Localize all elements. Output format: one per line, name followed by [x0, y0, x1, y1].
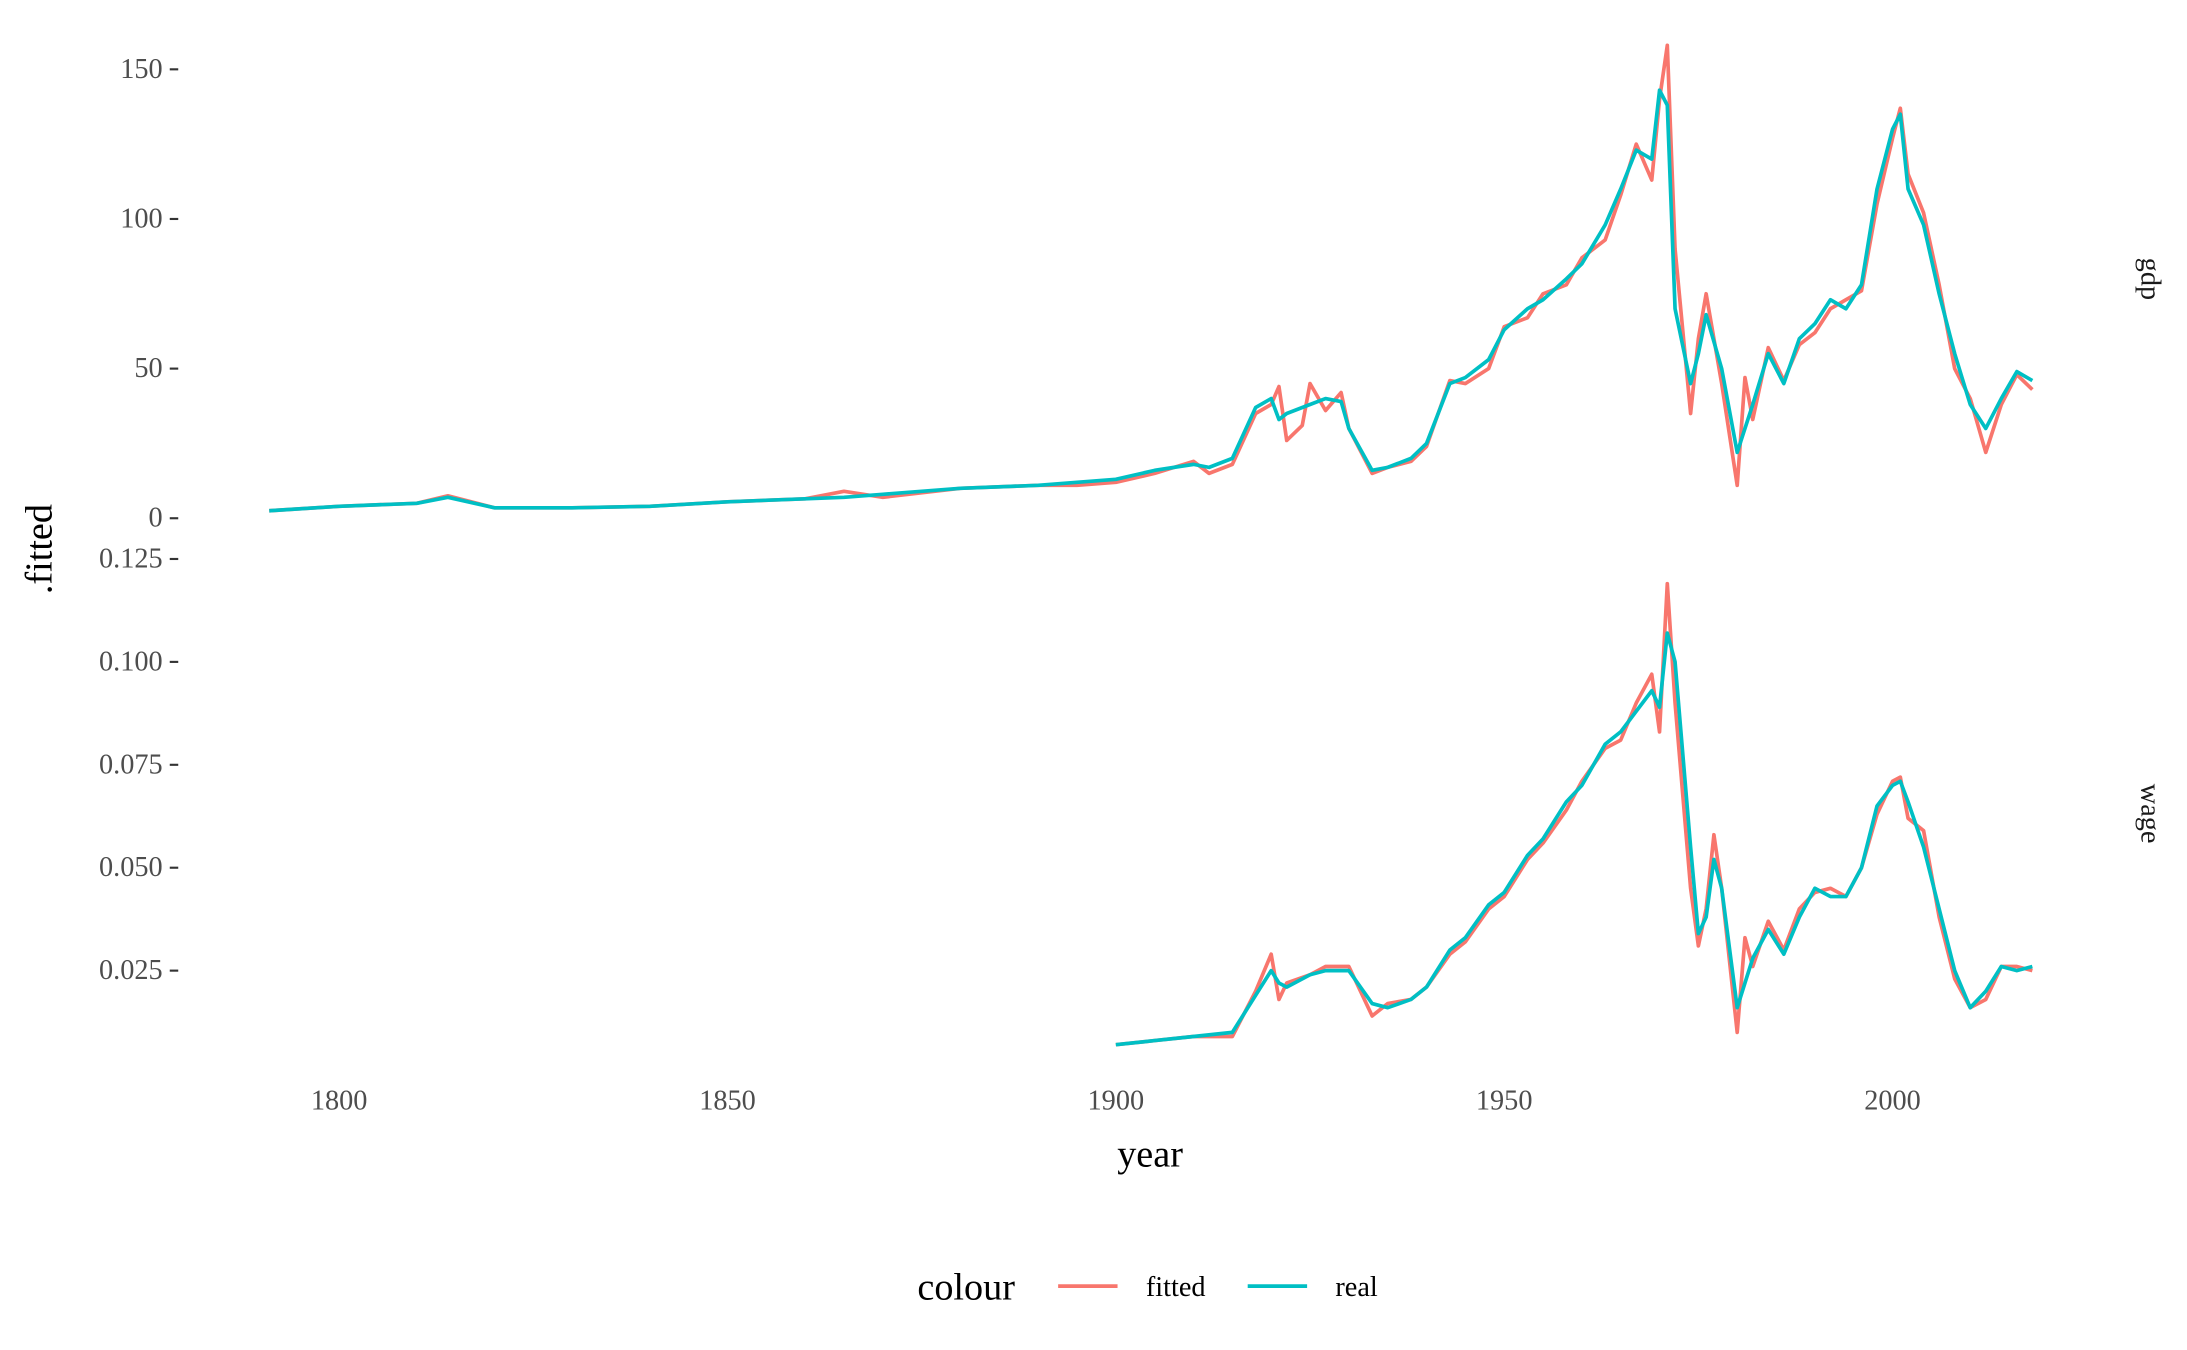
x-axis-title: year	[1117, 1134, 1183, 1176]
series-line	[269, 88, 2034, 513]
y-tick-label: 0.050	[99, 852, 163, 883]
series-line	[269, 43, 2034, 513]
x-tick-label: 1900	[1088, 1085, 1145, 1116]
legend-label: real	[1335, 1272, 1378, 1303]
x-tick-label: 1950	[1476, 1085, 1533, 1116]
legend-label: fitted	[1146, 1272, 1206, 1303]
y-tick-label: 100	[120, 203, 162, 234]
series-line	[1115, 581, 2033, 1047]
y-tick-label: 50	[134, 353, 162, 384]
y-tick-label: 0.125	[99, 543, 163, 574]
x-tick-label: 2000	[1864, 1085, 1921, 1116]
x-tick-label: 1850	[699, 1085, 756, 1116]
legend-title: colour	[917, 1267, 1015, 1309]
x-tick-label: 1800	[311, 1085, 368, 1116]
facet-label: wage	[2135, 784, 2166, 844]
y-tick-label: 0	[149, 503, 163, 534]
y-tick-label: 0.075	[99, 749, 163, 780]
facet-label: gdp	[2135, 258, 2166, 300]
y-tick-label: 0.025	[99, 955, 163, 986]
y-axis-title: .fitted	[19, 504, 61, 594]
y-tick-label: 0.100	[99, 646, 163, 677]
series-line	[1115, 631, 2033, 1047]
y-tick-label: 150	[120, 54, 162, 85]
